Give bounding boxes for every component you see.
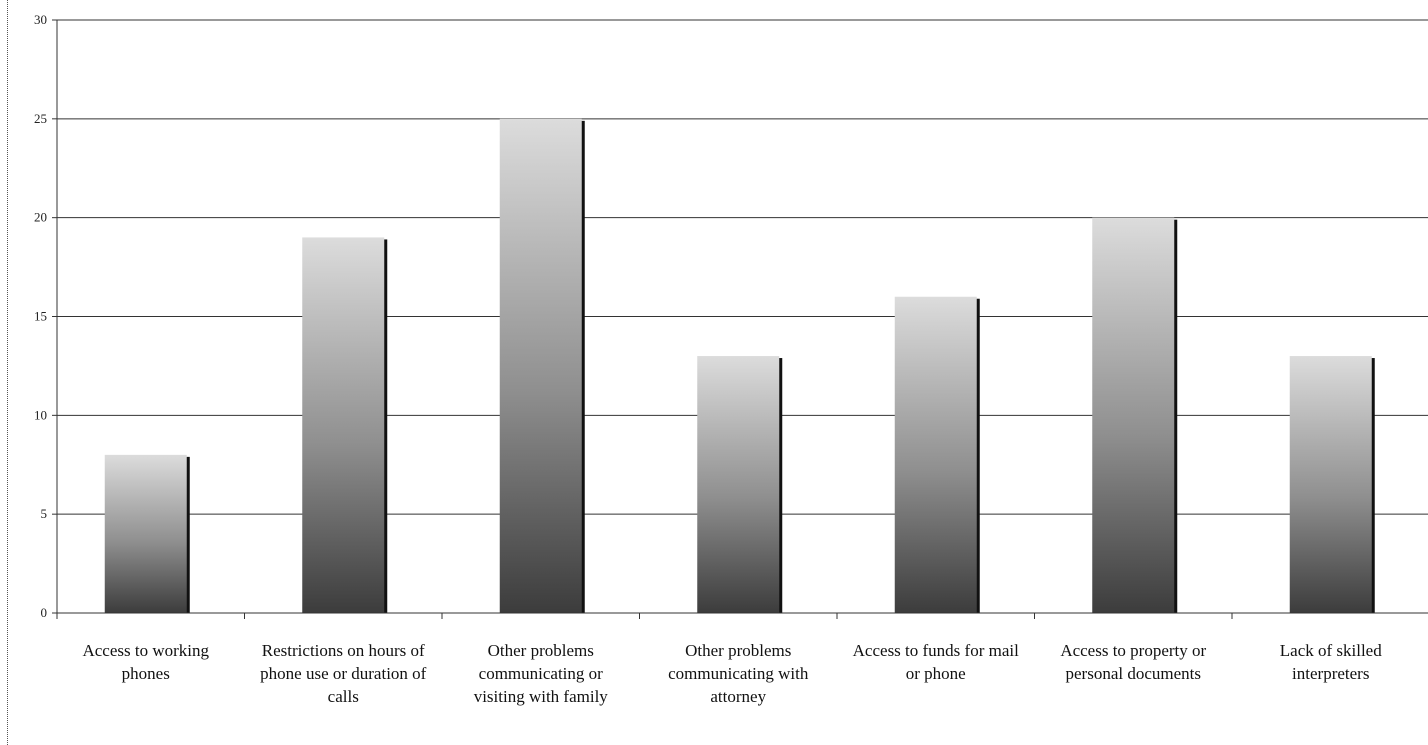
x-axis-labels: Access to working phones Restrictions on h… (82, 641, 1382, 706)
bar (104, 454, 187, 613)
bar (1289, 356, 1372, 613)
y-tick-label: 25 (34, 111, 47, 126)
bar (302, 237, 385, 613)
y-tick-label: 20 (34, 210, 47, 225)
bar (894, 296, 977, 613)
x-tick-label: Restrictions on hours of phone use or dur… (260, 641, 427, 706)
y-tick-label: 15 (34, 309, 47, 324)
y-tick-label: 10 (34, 407, 47, 422)
y-tick-label: 5 (41, 506, 48, 521)
bar (499, 118, 582, 613)
bars (104, 118, 1375, 613)
y-tick-label: 30 (34, 12, 47, 27)
gridlines (57, 19, 1428, 515)
x-tick-label: Other problems communicating with attorney (668, 641, 809, 706)
frame-left-border (7, 0, 8, 745)
x-tick-label: Access to working phones (82, 641, 209, 683)
y-tick-label: 0 (41, 605, 48, 620)
bar (697, 356, 780, 613)
x-tick-label: Other problems communicating or visiting w… (474, 641, 609, 706)
bar (1092, 217, 1175, 613)
x-tick-label: Lack of skilled interpreters (1280, 641, 1382, 683)
x-tick-label: Access to property or personal documents (1060, 641, 1206, 683)
y-axis-ticks: 0 5 10 15 20 25 30 (34, 12, 57, 620)
axes (56, 20, 1428, 619)
x-tick-label: Access to funds for mail or phone (853, 641, 1019, 683)
